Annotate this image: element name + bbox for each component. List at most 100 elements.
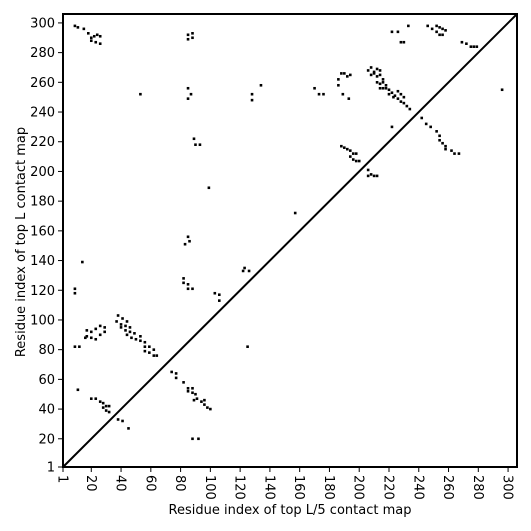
y-tick-label: 220 [30, 135, 55, 150]
contact-point [186, 86, 190, 90]
contact-point [101, 401, 105, 405]
y-tick-label: 280 [30, 46, 55, 61]
contact-point [94, 327, 98, 331]
y-tick-label: 160 [30, 224, 55, 239]
contact-point [134, 337, 138, 341]
contact-point [337, 83, 340, 87]
contact-point [372, 70, 376, 74]
contact-point [78, 345, 81, 348]
contact-point [191, 391, 194, 395]
contact-point [128, 330, 132, 334]
contact-point [396, 30, 400, 34]
contact-point [500, 88, 504, 92]
contact-point [407, 24, 410, 28]
contact-point [73, 287, 77, 291]
contact-point [125, 333, 129, 337]
contact-point [340, 72, 343, 75]
contact-point [124, 329, 127, 332]
contact-point [246, 345, 249, 348]
contact-point [460, 40, 464, 44]
contact-point [438, 138, 441, 142]
contact-point [399, 100, 403, 103]
contact-point [346, 147, 349, 151]
x-tick-label: 100 [202, 475, 217, 500]
contact-point [198, 143, 202, 146]
contact-point [203, 398, 206, 402]
contact-point [218, 299, 221, 302]
x-tick-label: 220 [380, 475, 395, 500]
contact-point [472, 45, 476, 48]
contact-point [115, 320, 118, 323]
contact-point [441, 33, 444, 37]
contact-point [378, 69, 382, 72]
x-axis-label: Residue index of top L/5 contact map [169, 503, 412, 518]
contact-point [213, 291, 217, 295]
contact-point [341, 92, 345, 96]
contact-point [392, 95, 395, 99]
contact-point [343, 72, 346, 75]
contact-point [182, 381, 185, 384]
contact-points [73, 24, 504, 441]
contact-point [148, 345, 151, 348]
contact-point [402, 101, 406, 105]
contact-point [104, 404, 108, 408]
contact-point [191, 32, 194, 35]
contact-point [188, 239, 191, 243]
contact-point [441, 27, 444, 31]
contact-point [369, 73, 373, 77]
contact-point [369, 173, 373, 176]
contact-point [203, 403, 206, 406]
contact-point [390, 30, 394, 34]
contact-point [348, 149, 352, 152]
contact-point [438, 33, 441, 37]
contact-point [119, 326, 123, 329]
contact-point [396, 89, 400, 93]
contact-point [250, 98, 254, 102]
contact-point [195, 397, 199, 400]
contact-point [384, 86, 388, 90]
contact-point [387, 92, 391, 96]
y-tick-label: 180 [30, 195, 55, 210]
contact-point [387, 88, 391, 92]
contact-point [351, 152, 355, 155]
contact-point [107, 404, 111, 408]
contact-point [351, 158, 355, 161]
contact-point [375, 174, 379, 178]
contact-point [435, 24, 438, 28]
contact-point [354, 152, 358, 155]
contact-point [393, 94, 397, 97]
contact-point [206, 406, 209, 409]
contact-point [128, 326, 132, 329]
contact-point [317, 92, 321, 96]
contact-point [94, 40, 98, 44]
contact-point [186, 33, 190, 37]
contact-point [125, 320, 129, 323]
contact-point [186, 389, 190, 393]
x-tick-label: 20 [83, 475, 98, 492]
contact-point [103, 330, 106, 334]
contact-point [152, 354, 156, 357]
contact-point [438, 134, 441, 138]
contact-point [450, 149, 453, 152]
contact-point [247, 269, 251, 273]
contact-point [191, 36, 194, 40]
contact-point [186, 287, 190, 291]
y-tick-label: 1 [47, 461, 55, 476]
contact-point [378, 73, 382, 77]
contact-point [155, 354, 159, 357]
y-tick-label: 80 [38, 343, 55, 358]
contact-point [381, 81, 385, 84]
contact-point [337, 78, 340, 81]
contact-point [116, 314, 120, 317]
contact-point [340, 144, 343, 148]
contact-point [94, 397, 98, 400]
contact-point [186, 97, 190, 100]
contact-point [98, 42, 102, 45]
contact-point [73, 24, 77, 28]
contact-point [174, 372, 178, 375]
diagonal-line [62, 13, 518, 468]
contact-point [85, 335, 89, 338]
y-tick-label: 240 [30, 106, 55, 121]
contact-point [426, 24, 429, 28]
contact-point [354, 159, 358, 163]
